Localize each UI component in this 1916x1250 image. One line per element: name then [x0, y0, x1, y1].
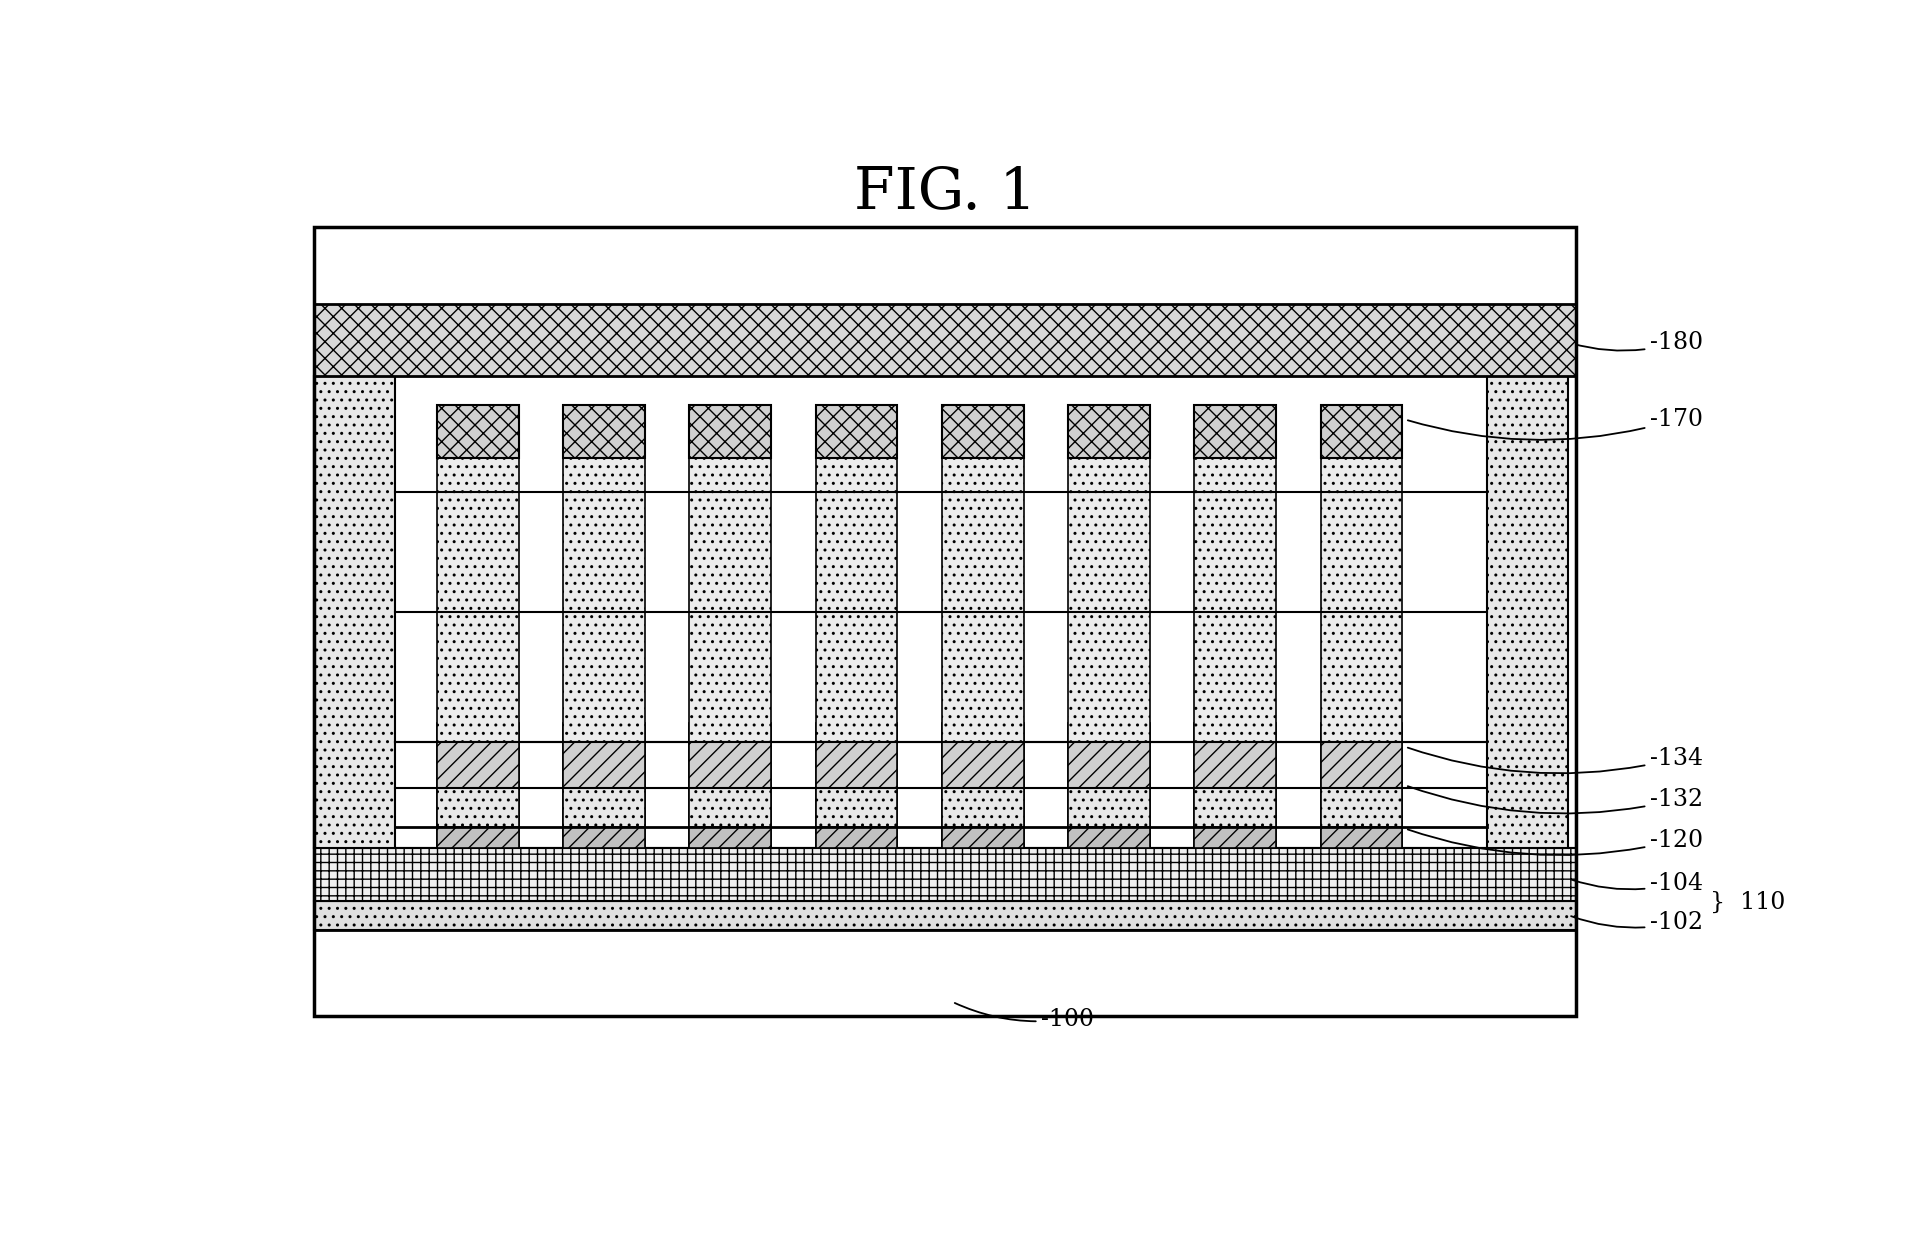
- Bar: [563, 826, 646, 848]
- Bar: [1320, 415, 1403, 742]
- Bar: [437, 789, 519, 826]
- Text: -170: -170: [1408, 408, 1703, 440]
- Bar: [314, 848, 1575, 901]
- Bar: [1067, 742, 1150, 789]
- Bar: [1067, 405, 1150, 458]
- Bar: [437, 826, 519, 848]
- Bar: [690, 722, 770, 848]
- Bar: [690, 405, 770, 458]
- Bar: [943, 722, 1023, 848]
- Bar: [1194, 742, 1276, 789]
- Bar: [1487, 376, 1569, 848]
- Bar: [1067, 826, 1150, 848]
- Bar: [1320, 742, 1403, 789]
- Text: -120: -120: [1408, 829, 1703, 855]
- Bar: [1320, 826, 1403, 848]
- Bar: [816, 789, 897, 826]
- Bar: [1320, 789, 1403, 826]
- Bar: [816, 722, 897, 848]
- Bar: [314, 930, 1575, 1016]
- Bar: [314, 304, 1575, 376]
- Bar: [314, 376, 395, 848]
- Bar: [1194, 415, 1276, 742]
- Bar: [1194, 826, 1276, 848]
- Text: -132: -132: [1408, 786, 1703, 814]
- Bar: [314, 376, 1575, 848]
- Text: -180: -180: [1571, 331, 1703, 354]
- Bar: [943, 826, 1023, 848]
- Bar: [943, 789, 1023, 826]
- Bar: [437, 742, 519, 789]
- Bar: [690, 742, 770, 789]
- Bar: [1194, 405, 1276, 458]
- Bar: [816, 742, 897, 789]
- Bar: [563, 742, 646, 789]
- Bar: [1067, 722, 1150, 848]
- Bar: [816, 415, 897, 742]
- Text: }  110: } 110: [1709, 891, 1786, 914]
- Bar: [314, 901, 1575, 930]
- Bar: [563, 789, 646, 826]
- Bar: [943, 415, 1023, 742]
- Bar: [943, 405, 1023, 458]
- Bar: [1194, 722, 1276, 848]
- Text: -104: -104: [1571, 872, 1703, 895]
- Bar: [690, 415, 770, 742]
- Bar: [816, 826, 897, 848]
- Bar: [1194, 789, 1276, 826]
- Bar: [563, 415, 646, 742]
- Bar: [1320, 405, 1403, 458]
- Bar: [437, 415, 519, 742]
- Bar: [314, 228, 1575, 1016]
- Bar: [437, 722, 519, 848]
- Bar: [943, 742, 1023, 789]
- Bar: [1320, 722, 1403, 848]
- Text: -102: -102: [1571, 911, 1703, 935]
- Bar: [1067, 415, 1150, 742]
- Text: FIG. 1: FIG. 1: [855, 165, 1037, 221]
- Bar: [437, 405, 519, 458]
- Bar: [816, 405, 897, 458]
- Text: -134: -134: [1408, 746, 1703, 774]
- Text: -100: -100: [954, 1003, 1094, 1031]
- Bar: [690, 826, 770, 848]
- Bar: [690, 789, 770, 826]
- Bar: [563, 722, 646, 848]
- Bar: [563, 405, 646, 458]
- Bar: [1067, 789, 1150, 826]
